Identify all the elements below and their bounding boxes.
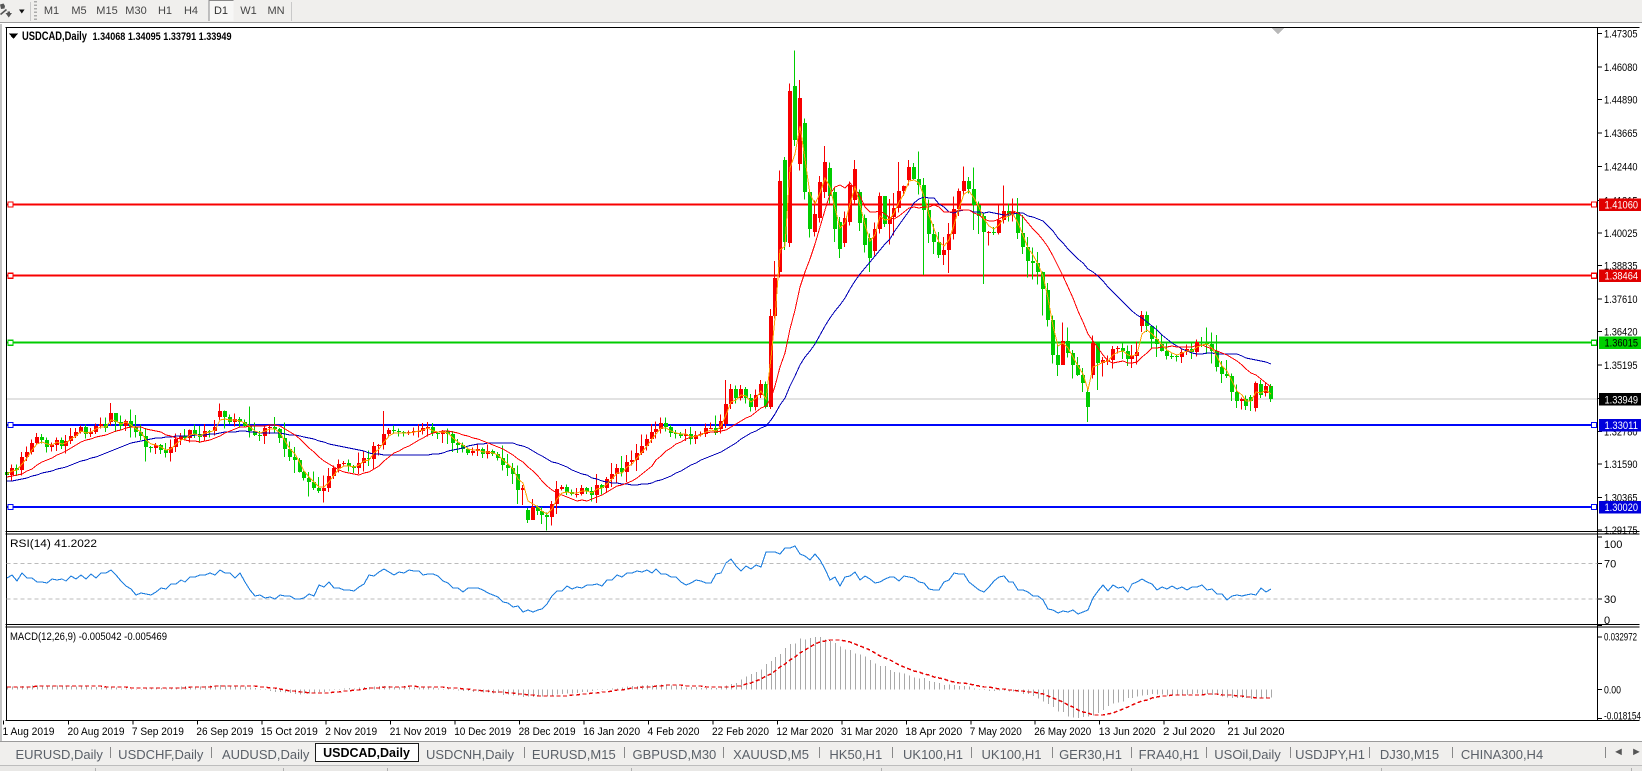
- svg-text:18 Apr 2020: 18 Apr 2020: [905, 726, 962, 738]
- svg-text:1.44890: 1.44890: [1604, 95, 1638, 107]
- svg-text:1.38464: 1.38464: [1605, 271, 1639, 283]
- svg-text:1.35195: 1.35195: [1604, 360, 1638, 372]
- svg-text:26 Sep 2019: 26 Sep 2019: [196, 726, 253, 738]
- svg-text:1.33949: 1.33949: [1605, 394, 1639, 406]
- svg-text:12 Mar 2020: 12 Mar 2020: [776, 726, 833, 738]
- svg-text:1 Aug 2019: 1 Aug 2019: [3, 726, 55, 738]
- svg-text:2 Jul 2020: 2 Jul 2020: [1163, 726, 1215, 738]
- svg-text:10 Dec 2019: 10 Dec 2019: [454, 726, 511, 738]
- svg-text:15 Oct 2019: 15 Oct 2019: [261, 726, 318, 738]
- svg-text:1.30020: 1.30020: [1605, 502, 1639, 514]
- svg-text:26 May 2020: 26 May 2020: [1034, 726, 1091, 738]
- svg-text:21 Nov 2019: 21 Nov 2019: [390, 726, 447, 738]
- svg-text:1.33011: 1.33011: [1605, 420, 1639, 432]
- svg-text:16 Jan 2020: 16 Jan 2020: [583, 726, 640, 738]
- svg-text:4 Feb 2020: 4 Feb 2020: [648, 726, 700, 738]
- svg-text:7 Sep 2019: 7 Sep 2019: [132, 726, 184, 738]
- svg-text:1.36420: 1.36420: [1604, 327, 1638, 339]
- svg-text:100: 100: [1604, 539, 1622, 551]
- svg-text:2 Nov 2019: 2 Nov 2019: [325, 726, 377, 738]
- svg-text:0.032972: 0.032972: [1604, 632, 1637, 644]
- svg-text:28 Dec 2019: 28 Dec 2019: [519, 726, 576, 738]
- svg-text:1.34068 1.34095 1.33791 1.3394: 1.34068 1.34095 1.33791 1.33949: [93, 31, 232, 43]
- svg-text:1.37610: 1.37610: [1604, 294, 1638, 306]
- svg-text:13 Jun 2020: 13 Jun 2020: [1099, 726, 1156, 738]
- svg-text:21 Jul 2020: 21 Jul 2020: [1228, 726, 1285, 738]
- svg-text:20 Aug 2019: 20 Aug 2019: [68, 726, 125, 738]
- svg-text:1.41060: 1.41060: [1605, 200, 1639, 212]
- svg-text:30: 30: [1604, 594, 1616, 606]
- svg-text:RSI(14) 41.2022: RSI(14) 41.2022: [10, 538, 97, 550]
- svg-text:7 May 2020: 7 May 2020: [970, 726, 1022, 738]
- svg-text:1.43665: 1.43665: [1604, 128, 1638, 140]
- svg-text:-0.018154: -0.018154: [1604, 711, 1641, 723]
- svg-text:1.46080: 1.46080: [1604, 62, 1638, 74]
- svg-text:1.29175: 1.29175: [1604, 525, 1638, 537]
- svg-text:1.31590: 1.31590: [1604, 459, 1638, 471]
- svg-text:1.36015: 1.36015: [1605, 338, 1639, 350]
- svg-text:22 Feb 2020: 22 Feb 2020: [712, 726, 769, 738]
- svg-text:1.47305: 1.47305: [1604, 28, 1638, 40]
- svg-text:0: 0: [1604, 615, 1610, 627]
- svg-text:1.40025: 1.40025: [1604, 228, 1638, 240]
- svg-text:MACD(12,26,9) -0.005042 -0.005: MACD(12,26,9) -0.005042 -0.005469: [10, 631, 167, 643]
- svg-text:31 Mar 2020: 31 Mar 2020: [841, 726, 898, 738]
- svg-text:USDCAD,Daily: USDCAD,Daily: [22, 31, 87, 43]
- svg-text:1.42440: 1.42440: [1604, 162, 1638, 174]
- svg-text:0.00: 0.00: [1604, 685, 1621, 697]
- svg-text:70: 70: [1604, 559, 1616, 571]
